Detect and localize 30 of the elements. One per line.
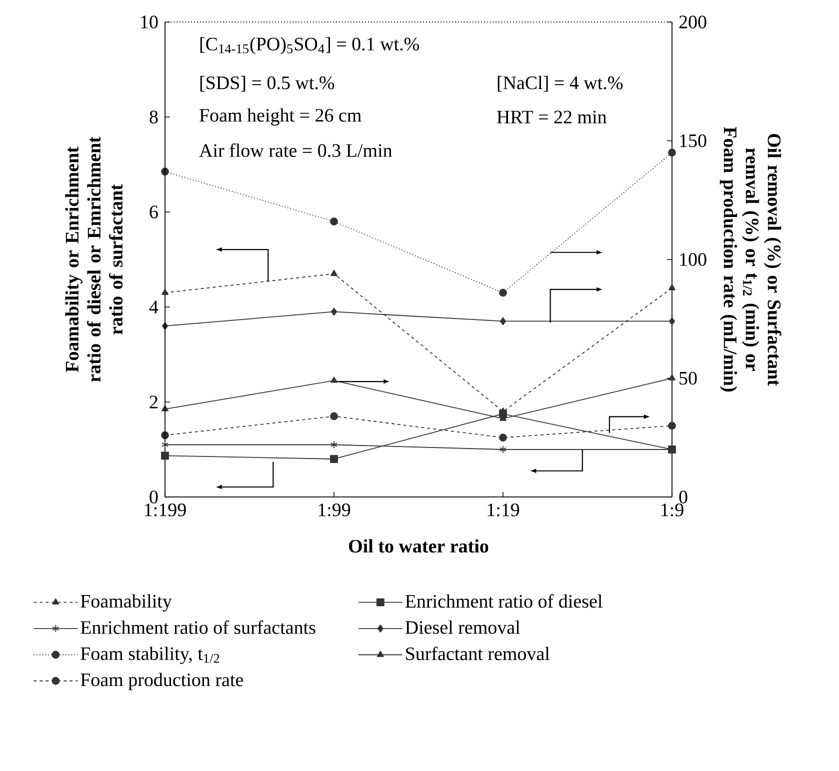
y2-tick-label: 0 [679,490,688,504]
y-axis-title: Foamability or Enrichment ratio of diesel or Emrichment ratio of surfactant [65,136,123,382]
annotation: [NaCl] = 4 wt.% [498,76,623,92]
y2-tick-label: 100 [680,253,706,266]
y-tick-label: 2 [150,396,158,408]
x-tick-label: 1:99 [318,504,350,516]
legend-label: Surfactant removal [406,646,550,660]
annotation: Foam height = 26 cm [200,108,362,126]
y-tick-label: 0 [150,490,158,504]
legend-label: Foam stability, t$_{1/2}$ [80,646,220,664]
y2-tick-label: 50 [680,372,697,385]
legend-label: Enrichment ratio of surfactants [80,620,316,634]
annotation: [SDS] = 0.5 wt.% [200,76,334,92]
y-tick-label: 4 [149,300,158,314]
legend-label: Foamability [80,594,172,612]
annotation: Air flow rate = 0.3 L/min [199,143,392,158]
annotation: [C$_{14-15}$(PO)$_{5}$SO$_{4}$] = 0.1 wt.% [200,37,419,54]
legend-label: Foam production rate [80,672,244,690]
x-tick-label: 1:9 [662,504,684,516]
legend-label: Enrichment ratio of diesel [405,594,602,608]
x-axis-title: Oil to water ratio [348,539,488,553]
y2-tick-label: 150 [680,134,706,148]
y-tick-label: 10 [141,16,158,28]
y-tick-label: 8 [150,110,158,124]
x-tick-label: 1:19 [488,504,520,516]
x-tick-label: 1:199 [145,504,186,516]
y2-tick-label: 200 [679,16,706,28]
y-tick-label: 6 [150,206,158,218]
legend-label: Diesel removal [405,620,520,634]
annotation: HRT = 22 min [496,110,607,124]
